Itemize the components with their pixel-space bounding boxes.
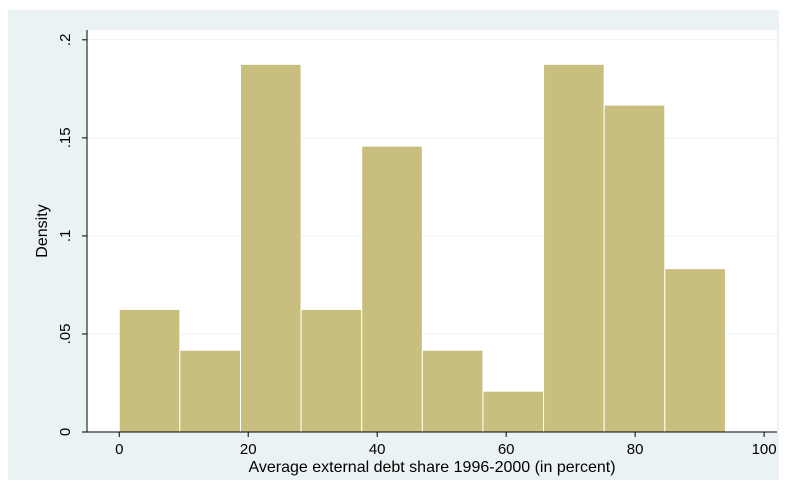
y-tick-label: .05: [57, 324, 74, 345]
x-tick-label: 40: [369, 441, 386, 458]
histogram-bar: [664, 268, 726, 433]
histogram-bar: [361, 145, 423, 433]
x-tick-label: 60: [498, 441, 515, 458]
tick-labels: 0 20 40 60 80 100 0 .05 .1 .15 .2: [57, 34, 777, 458]
histogram-bar: [482, 390, 545, 433]
y-axis-label: Density: [34, 204, 51, 257]
histogram-bar: [239, 63, 302, 433]
x-tick-label: 20: [240, 441, 257, 458]
y-tick-label: .2: [57, 34, 74, 47]
histogram-bar: [543, 63, 605, 433]
histogram-bar: [421, 349, 484, 433]
axes: [82, 30, 777, 437]
histogram-bar: [300, 308, 363, 433]
y-tick-label: 0: [57, 428, 74, 436]
x-tick-label: 0: [115, 441, 123, 458]
histogram-bar: [603, 104, 666, 433]
y-tick-label: .15: [57, 127, 74, 148]
y-tick-label: .1: [57, 230, 74, 243]
x-tick-label: 80: [627, 441, 644, 458]
histogram-bar: [118, 308, 181, 433]
x-axis-label: Average external debt share 1996-2000 (i…: [248, 459, 615, 476]
x-tick-label: 100: [752, 441, 777, 458]
histogram-bar: [179, 349, 241, 433]
